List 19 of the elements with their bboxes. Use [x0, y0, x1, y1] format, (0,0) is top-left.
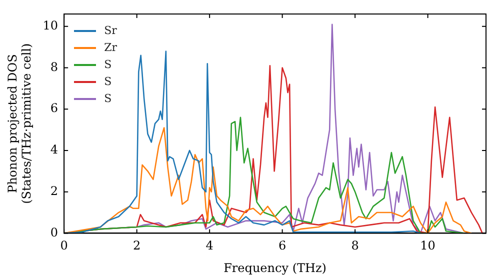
x-tick-label: 0	[60, 238, 68, 253]
y-tick-label: 0	[50, 225, 58, 240]
x-tick-label: 8	[351, 238, 359, 253]
x-axis-title: Frequency (THz)	[224, 260, 326, 275]
x-tick-label: 10	[420, 238, 436, 253]
y-tick-label: 10	[42, 18, 58, 33]
x-tick-label: 6	[278, 238, 286, 253]
legend-label: S	[104, 74, 112, 90]
y-tick-label: 8	[50, 60, 58, 74]
y-tick-label: 2	[50, 184, 58, 198]
y-tick-label: 4	[50, 142, 58, 157]
legend-label: Sr	[104, 23, 117, 39]
x-tick-label: 4	[206, 238, 214, 253]
x-tick-label: 2	[132, 238, 141, 253]
y-tick-label: 6	[50, 101, 58, 116]
legend-label: Zr	[104, 40, 117, 56]
legend-label: S	[104, 91, 112, 107]
y-axis-title: Phonon projected DOS (States/THz·primitive cell)	[5, 43, 34, 204]
legend-label: S	[104, 57, 112, 73]
